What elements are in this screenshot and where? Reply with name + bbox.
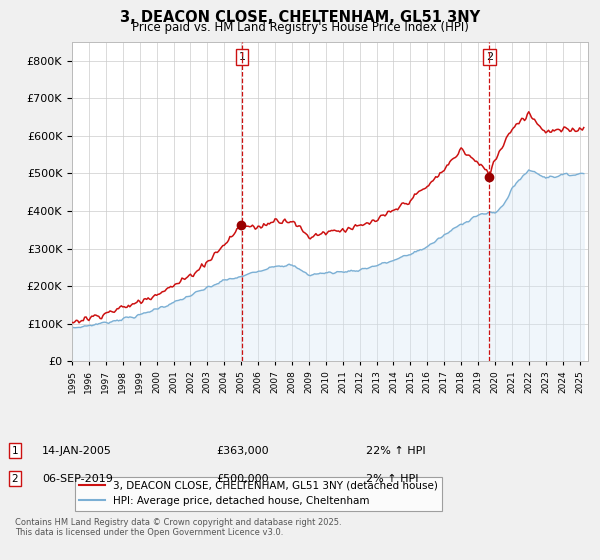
Text: 2: 2 <box>11 474 19 484</box>
Text: 1: 1 <box>238 52 245 62</box>
Text: 3, DEACON CLOSE, CHELTENHAM, GL51 3NY: 3, DEACON CLOSE, CHELTENHAM, GL51 3NY <box>120 10 480 25</box>
Text: £500,000: £500,000 <box>216 474 269 484</box>
Text: 06-SEP-2019: 06-SEP-2019 <box>42 474 113 484</box>
Text: £363,000: £363,000 <box>216 446 269 456</box>
Text: 14-JAN-2005: 14-JAN-2005 <box>42 446 112 456</box>
Text: 2% ↑ HPI: 2% ↑ HPI <box>366 474 419 484</box>
Text: Contains HM Land Registry data © Crown copyright and database right 2025.
This d: Contains HM Land Registry data © Crown c… <box>15 518 341 538</box>
Text: 1: 1 <box>11 446 19 456</box>
Text: Price paid vs. HM Land Registry's House Price Index (HPI): Price paid vs. HM Land Registry's House … <box>131 21 469 34</box>
Legend: 3, DEACON CLOSE, CHELTENHAM, GL51 3NY (detached house), HPI: Average price, deta: 3, DEACON CLOSE, CHELTENHAM, GL51 3NY (d… <box>74 477 442 511</box>
Text: 2: 2 <box>486 52 493 62</box>
Text: 22% ↑ HPI: 22% ↑ HPI <box>366 446 425 456</box>
